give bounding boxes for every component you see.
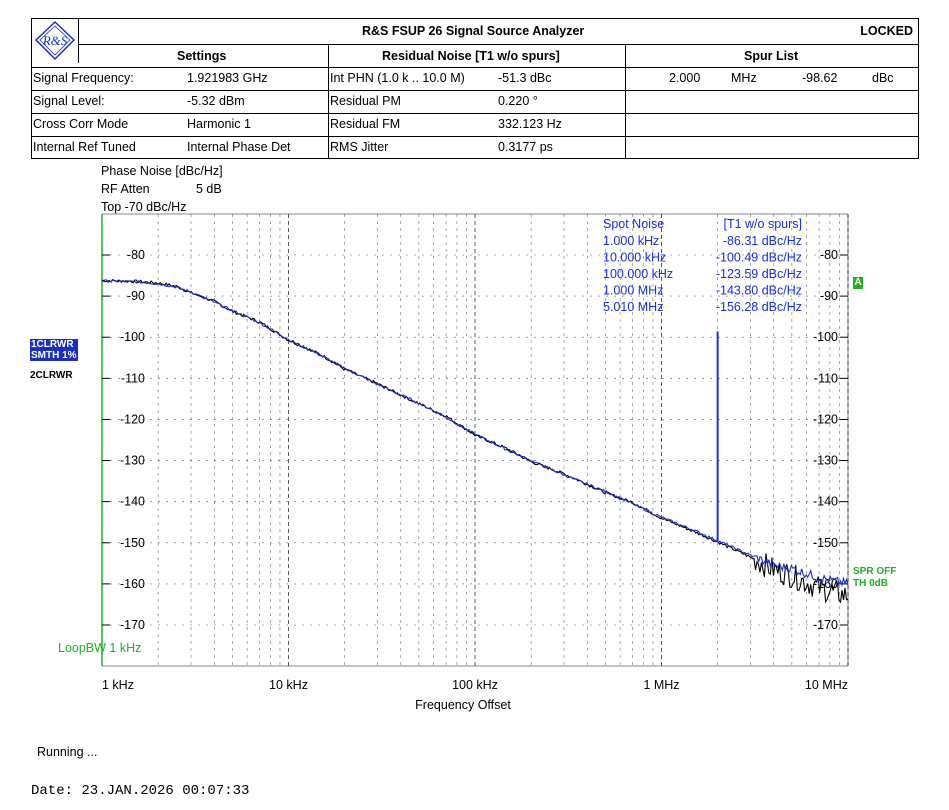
setting-label: Signal Frequency: [33, 71, 134, 85]
reference-level-label: Top -70 dBc/Hz [101, 200, 187, 214]
trace2-line [101, 278, 849, 604]
spot-noise-frequency: 5.010 MHz [603, 300, 663, 314]
setting-value: Harmonic 1 [187, 117, 251, 131]
y-tick-label: -140 [813, 495, 838, 509]
spur-level-unit: dBc [872, 71, 894, 85]
running-status: Running ... [37, 745, 98, 759]
residual-label: Residual PM [330, 94, 401, 108]
date-stamp: Date: 23.JAN.2026 00:07:33 [31, 783, 250, 799]
trace1-smoothing: SMTH 1% [31, 350, 77, 361]
y-tick-label: -110 [814, 371, 838, 385]
y-tick-label: -130 [813, 454, 838, 468]
trace2-indicator[interactable]: 2CLRWR [30, 370, 73, 381]
lock-status: LOCKED [860, 24, 913, 38]
spur-unit: MHz [731, 71, 757, 85]
phase-noise-chart[interactable]: -80 -90 -100 -110 -120 -130 -140 -150 -160 -170 -… [0, 0, 949, 720]
spot-noise-subtitle: [T1 w/o spurs] [724, 217, 803, 231]
x-tick-label: 1 MHz [643, 678, 679, 692]
x-axis-title: Frequency Offset [415, 698, 511, 712]
spot-noise-frequency: 1.000 MHz [603, 284, 663, 298]
app-title: R&S FSUP 26 Signal Source Analyzer [362, 24, 585, 38]
residual-value: 0.220 ° [498, 94, 538, 108]
settings-header-table: R&S R&S FSUP 26 Signal Source Analyzer L… [31, 18, 919, 159]
x-tick-label: 1 kHz [102, 678, 134, 692]
spur-removal-status: SPR OFF [853, 566, 897, 577]
setting-value: 1.921983 GHz [187, 71, 268, 85]
spur-title: Spur List [744, 49, 799, 63]
spot-noise-frequency: 10.000 kHz [603, 251, 666, 265]
residual-value: 0.3177 ps [498, 140, 553, 154]
spot-noise-frequency: 1.000 kHz [603, 234, 659, 248]
setting-label: Signal Level: [33, 94, 105, 108]
y-tick-label: -150 [813, 536, 838, 550]
settings-title: Settings [177, 49, 227, 63]
y-tick-label: -160 [120, 577, 145, 591]
y-tick-label: -170 [813, 618, 838, 632]
residual-label: Int PHN (1.0 k .. 10.0 M) [330, 71, 465, 85]
y-axis-ticks-left: -80 -90 -100 -110 -120 -130 -140 -150 -160 -170 [102, 248, 145, 632]
trace1-mode: 1CLRWR [31, 339, 74, 350]
residual-label: Residual FM [330, 117, 401, 131]
y-tick-label: -90 [127, 289, 145, 303]
chart-grid [101, 213, 849, 667]
spot-noise-title: Spot Noise [603, 217, 664, 231]
residual-title: Residual Noise [T1 w/o spurs] [382, 49, 560, 63]
residual-label: RMS Jitter [330, 140, 389, 154]
y-tick-label: -80 [127, 248, 145, 262]
y-tick-label: -140 [120, 495, 145, 509]
y-tick-label: -110 [121, 371, 145, 385]
y-tick-label: -100 [120, 330, 145, 344]
y-tick-label: -100 [813, 330, 838, 344]
setting-value: Internal Phase Det [187, 140, 291, 154]
spot-noise-value: -143.80 dBc/Hz [716, 284, 802, 298]
y-tick-label: -150 [120, 536, 145, 550]
x-tick-label: 10 kHz [269, 678, 308, 692]
spot-noise-frequency: 100.000 kHz [603, 267, 673, 281]
y-tick-label: -130 [120, 454, 145, 468]
trace1-line [101, 279, 849, 588]
residual-value: -51.3 dBc [498, 71, 552, 85]
y-tick-label: -120 [120, 412, 145, 426]
loop-bandwidth-label: LoopBW 1 kHz [58, 641, 142, 655]
logo-text: R&S [42, 33, 68, 48]
setting-label: Cross Corr Mode [33, 117, 129, 131]
spot-noise-value: -123.59 dBc/Hz [716, 267, 802, 281]
spot-noise-value: -86.31 dBc/Hz [723, 234, 802, 248]
residual-value: 332.123 Hz [498, 117, 562, 131]
trace1-indicator[interactable]: 1CLRWR SMTH 1% [30, 339, 78, 361]
phase-noise-unit-label: Phase Noise [dBc/Hz] [101, 164, 223, 178]
chart-traces [101, 278, 849, 604]
y-tick-label: -80 [820, 248, 838, 262]
spur-frequency: 2.000 [669, 71, 701, 85]
spot-noise-table: Spot Noise [T1 w/o spurs] 1.000 kHz -86.31 … [603, 217, 802, 314]
y-axis-ticks-right: -80-90-100-110-120-130-140-150-160-170 [813, 248, 848, 632]
spot-noise-value: -100.49 dBc/Hz [716, 251, 802, 265]
y-tick-label: -120 [813, 412, 838, 426]
x-tick-label: 10 MHz [805, 678, 848, 692]
y-tick-label: -170 [120, 618, 145, 632]
threshold-status: TH 0dB [853, 578, 888, 589]
rf-atten-label: RF Atten [101, 182, 150, 196]
setting-label: Internal Ref Tuned [33, 140, 136, 154]
x-tick-label: 100 kHz [452, 678, 498, 692]
x-axis-ticks: 1 kHz 10 kHz 100 kHz 1 MHz 10 MHz [102, 678, 848, 692]
setting-value: -5.32 dBm [187, 94, 245, 108]
marker-a-badge[interactable]: A [853, 277, 863, 289]
rs-logo: R&S [32, 19, 79, 63]
rf-atten-value: 5 dB [196, 182, 222, 196]
spot-noise-value: -156.28 dBc/Hz [716, 300, 802, 314]
spur-level: -98.62 [802, 71, 838, 85]
y-tick-label: -90 [820, 289, 838, 303]
